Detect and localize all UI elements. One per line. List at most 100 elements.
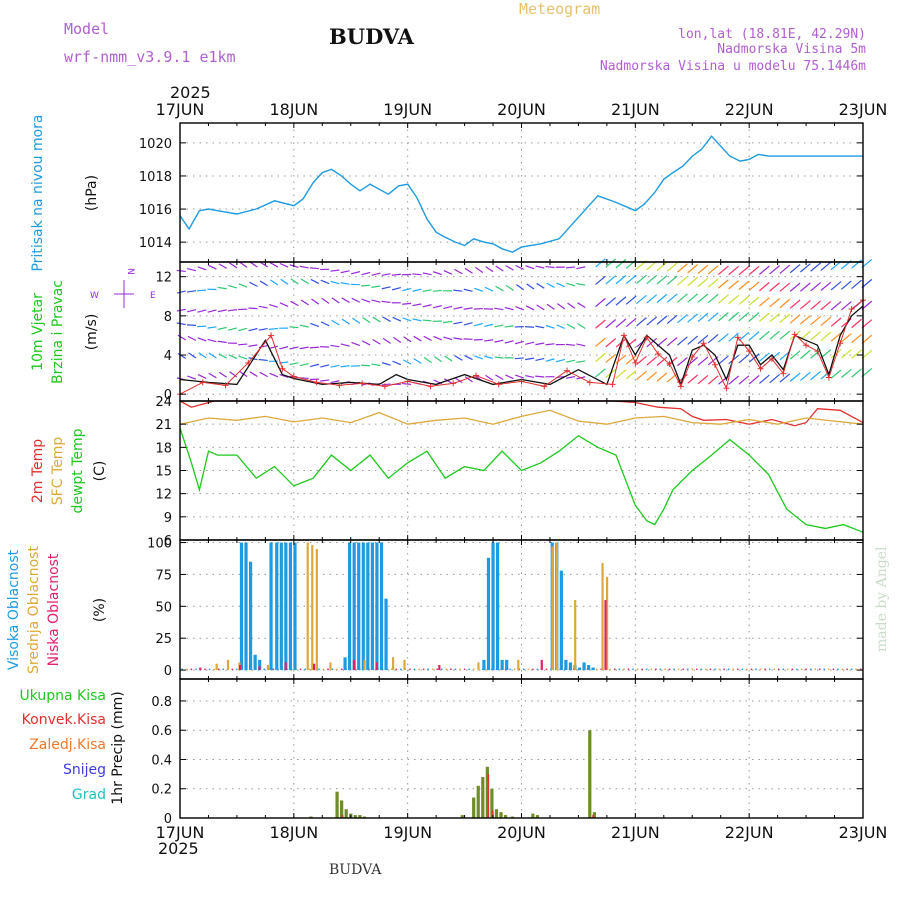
- y-tick-label: 0.2: [151, 783, 172, 798]
- precip-bar-0: [358, 815, 362, 818]
- cloud-bar-0: [486, 557, 491, 671]
- wind-direction-arrow: [557, 303, 566, 310]
- wind-direction-arrow: [371, 299, 381, 303]
- wind-direction-arrow: [228, 285, 238, 289]
- pressure-axis-label: Pritisak na nivou mora: [30, 114, 46, 271]
- wind-direction-arrow: [718, 279, 729, 289]
- precip-bar-0: [335, 791, 339, 818]
- wind-gust-marker: [472, 372, 479, 379]
- model-elevation-text: Nadmorska Visina u modelu 75.1446m: [600, 59, 866, 74]
- wind-direction-arrow: [779, 282, 791, 292]
- y-tick-label: 12: [155, 271, 172, 286]
- cloud-bar-2: [239, 664, 242, 671]
- wind-direction-arrow: [187, 309, 197, 313]
- wind-direction-arrow: [361, 340, 371, 346]
- y-tick-label: 100: [147, 537, 172, 552]
- wind-direction-arrow: [331, 319, 340, 326]
- time-tick-label-top: 21JUN: [611, 100, 660, 119]
- precip-legend-label: Grad: [72, 787, 106, 803]
- wind-direction-arrow: [625, 317, 637, 328]
- wind-direction-arrow: [495, 265, 504, 272]
- wind-direction-arrow: [351, 297, 361, 303]
- y-tick-label: 1016: [139, 203, 172, 218]
- wind-direction-arrow: [789, 282, 801, 292]
- wind-direction-arrow: [677, 263, 688, 273]
- wind-direction-arrow: [779, 373, 791, 383]
- wind-direction-arrow: [443, 378, 453, 384]
- wind-direction-arrow: [840, 280, 852, 290]
- wind-gust-marker: [746, 348, 753, 355]
- wind-direction-arrow: [443, 305, 453, 310]
- wind-direction-arrow: [453, 337, 463, 340]
- precip-bar-0: [490, 788, 494, 818]
- wind-direction-arrow: [566, 359, 576, 363]
- cloud-bar-0: [577, 667, 582, 671]
- wind-direction-arrow: [728, 280, 740, 290]
- wind-direction-arrow: [444, 355, 453, 362]
- wind-direction-arrow: [238, 343, 248, 346]
- wind-direction-arrow: [362, 316, 371, 324]
- compass-east-label: E: [150, 291, 156, 301]
- wind-direction-arrow: [381, 286, 391, 290]
- wind-direction-arrow: [748, 296, 760, 306]
- wind-direction-arrow: [615, 274, 627, 285]
- wind-gust-marker: [803, 342, 810, 349]
- cloud-bar-0: [284, 542, 288, 671]
- wind-direction-arrow: [769, 374, 781, 384]
- wind-direction-arrow: [310, 363, 320, 368]
- wind-direction-arrow: [738, 295, 750, 305]
- wind-gust-marker: [768, 355, 775, 362]
- cloud-bar-0: [258, 659, 262, 671]
- wind-direction-arrow: [361, 271, 371, 276]
- year-top: 2025: [170, 83, 211, 102]
- precip-bar-0: [344, 809, 348, 818]
- wind-direction-arrow: [331, 297, 340, 304]
- wind-direction-arrow: [229, 371, 238, 378]
- wind-direction-arrow: [186, 290, 197, 293]
- cloud-bar-0: [568, 662, 573, 671]
- wind-direction-arrow: [779, 264, 791, 274]
- wind-gust-marker: [734, 334, 741, 341]
- wind-direction-arrow: [535, 265, 545, 269]
- wind-direction-arrow: [320, 364, 330, 368]
- wind-direction-arrow: [422, 319, 432, 322]
- wind-direction-arrow: [176, 269, 186, 273]
- wind-direction-arrow: [217, 286, 227, 290]
- time-tick-label-top: 23JUN: [839, 100, 888, 119]
- precip-unit-label: 1hr Precip (mm): [110, 691, 126, 804]
- wind-gust-marker: [655, 351, 662, 358]
- wind-gust-marker: [712, 361, 719, 368]
- wind-direction-arrow: [546, 282, 555, 288]
- y-tick-label: 1018: [139, 170, 172, 185]
- cloud-bar-0: [361, 542, 365, 671]
- cloud-bar-1: [315, 548, 318, 671]
- cloud-axis-label: Visoka Oblacnost: [6, 549, 22, 670]
- wind-direction-arrow: [412, 288, 422, 292]
- wind-direction-arrow: [738, 331, 750, 342]
- wind-direction-arrow: [320, 279, 330, 285]
- y-tick-label: 21: [155, 418, 172, 433]
- wind-direction-arrow: [851, 318, 862, 329]
- precip-bar-0: [476, 785, 480, 818]
- wind-direction-arrow: [381, 362, 391, 366]
- wind-direction-arrow: [666, 314, 678, 325]
- wind-direction-arrow: [187, 267, 197, 272]
- wind-direction-arrow: [330, 344, 340, 348]
- wind-gust-marker: [518, 378, 525, 385]
- wind-direction-arrow: [646, 356, 658, 366]
- wind-direction-arrow: [687, 276, 699, 287]
- wind-direction-arrow: [494, 356, 504, 359]
- wind-gust-marker: [620, 332, 627, 339]
- cloud-bar-2: [375, 662, 378, 671]
- wind-gust-marker: [780, 370, 787, 377]
- wind-direction-arrow: [197, 337, 207, 342]
- precip-legend-label: Snijeg: [63, 762, 106, 778]
- wind-direction-arrow: [515, 306, 524, 311]
- cloud-bar-0: [587, 664, 591, 671]
- wind-direction-arrow: [412, 303, 422, 307]
- cloud-bar-1: [311, 545, 314, 671]
- wind-direction-arrow: [779, 313, 791, 323]
- wind-direction-arrow: [341, 297, 350, 304]
- wind-direction-arrow: [605, 338, 617, 348]
- wind-direction-arrow: [820, 261, 832, 271]
